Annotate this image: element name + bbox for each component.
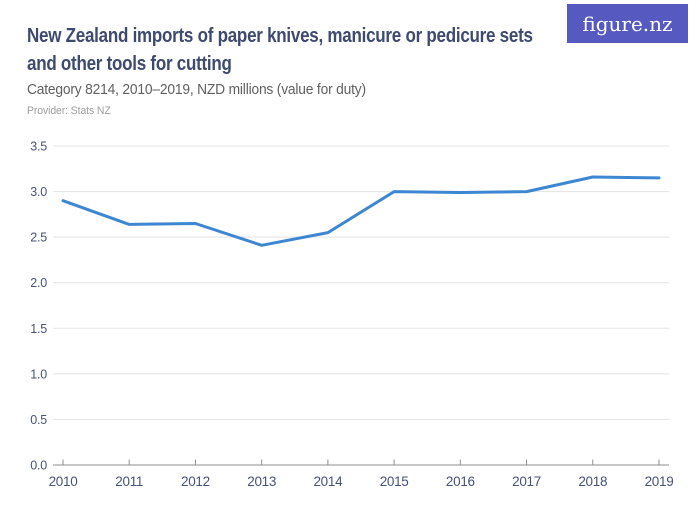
x-axis-label: 2014 bbox=[313, 474, 343, 489]
y-axis-label: 2.0 bbox=[30, 276, 47, 290]
x-axis-label: 2010 bbox=[49, 474, 78, 489]
chart-provider: Provider: Stats NZ bbox=[27, 105, 111, 117]
y-axis-label: 0.5 bbox=[30, 413, 47, 427]
x-axis-label: 2011 bbox=[115, 474, 143, 489]
x-axis-label: 2017 bbox=[512, 474, 541, 489]
page-title: New Zealand imports of paper knives, man… bbox=[27, 25, 533, 75]
x-axis-label: 2012 bbox=[181, 474, 210, 489]
y-axis-label: 1.0 bbox=[30, 367, 47, 381]
x-axis-label: 2016 bbox=[446, 474, 475, 489]
x-axis-label: 2018 bbox=[578, 474, 607, 489]
y-axis-label: 3.0 bbox=[30, 185, 47, 199]
x-axis-label: 2013 bbox=[247, 474, 276, 489]
x-axis-label: 2015 bbox=[380, 474, 409, 489]
chart-subtitle: Category 8214, 2010–2019, NZD millions (… bbox=[27, 81, 366, 98]
x-axis-label: 2019 bbox=[645, 474, 674, 489]
figure-nz-logo[interactable]: figure.nz bbox=[567, 4, 688, 43]
y-axis-label: 1.5 bbox=[30, 322, 47, 336]
y-axis-label: 0.0 bbox=[30, 459, 47, 473]
figure-nz-logo-text: figure.nz bbox=[582, 11, 673, 36]
y-axis-label: 3.5 bbox=[30, 140, 47, 154]
y-axis-label: 2.5 bbox=[30, 231, 47, 245]
data-line bbox=[61, 175, 661, 247]
